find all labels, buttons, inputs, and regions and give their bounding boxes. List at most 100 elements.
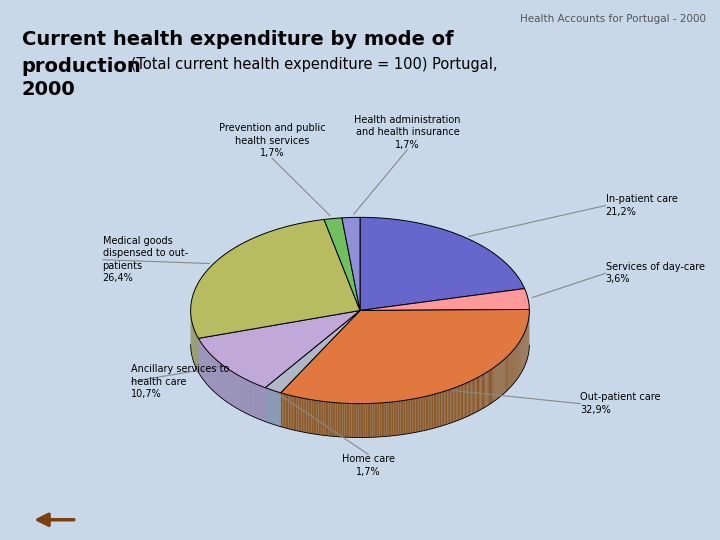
Polygon shape xyxy=(467,382,469,416)
Polygon shape xyxy=(332,402,334,436)
Text: Home care
1,7%: Home care 1,7% xyxy=(342,455,395,477)
Polygon shape xyxy=(458,386,459,421)
Text: 2000: 2000 xyxy=(22,80,76,99)
Polygon shape xyxy=(297,397,298,431)
Polygon shape xyxy=(449,389,451,424)
Polygon shape xyxy=(341,403,343,437)
Polygon shape xyxy=(303,399,305,433)
Polygon shape xyxy=(444,391,446,425)
Polygon shape xyxy=(342,217,360,310)
Polygon shape xyxy=(500,362,502,396)
Polygon shape xyxy=(392,402,393,436)
Polygon shape xyxy=(318,401,320,435)
Polygon shape xyxy=(191,219,360,339)
Polygon shape xyxy=(320,401,322,435)
Polygon shape xyxy=(399,401,400,435)
Polygon shape xyxy=(483,374,484,408)
Polygon shape xyxy=(344,403,346,437)
Polygon shape xyxy=(310,400,312,434)
Polygon shape xyxy=(379,403,382,437)
Polygon shape xyxy=(407,400,409,434)
Polygon shape xyxy=(455,387,456,422)
Polygon shape xyxy=(338,403,339,437)
Polygon shape xyxy=(506,357,507,392)
Polygon shape xyxy=(265,310,360,393)
Polygon shape xyxy=(355,403,356,437)
Polygon shape xyxy=(417,398,419,432)
Polygon shape xyxy=(289,395,290,429)
Polygon shape xyxy=(312,400,313,434)
Text: Services of day-care
3,6%: Services of day-care 3,6% xyxy=(606,262,705,285)
Polygon shape xyxy=(487,371,489,406)
Polygon shape xyxy=(419,397,420,431)
Polygon shape xyxy=(374,403,376,437)
Polygon shape xyxy=(305,399,307,433)
Polygon shape xyxy=(498,363,500,398)
Polygon shape xyxy=(510,353,511,387)
Polygon shape xyxy=(472,380,473,415)
Text: Health Accounts for Portugal - 2000: Health Accounts for Portugal - 2000 xyxy=(520,14,706,24)
Polygon shape xyxy=(388,402,390,436)
Polygon shape xyxy=(360,288,529,310)
Polygon shape xyxy=(446,390,447,424)
Polygon shape xyxy=(313,400,315,434)
Polygon shape xyxy=(451,389,452,423)
Text: Ancillary services to
health care
10,7%: Ancillary services to health care 10,7% xyxy=(131,364,230,399)
Text: Current health expenditure by mode of: Current health expenditure by mode of xyxy=(22,30,453,49)
Polygon shape xyxy=(354,403,355,437)
Polygon shape xyxy=(282,393,284,428)
Polygon shape xyxy=(404,400,405,434)
Polygon shape xyxy=(480,375,482,410)
Polygon shape xyxy=(323,401,325,436)
Polygon shape xyxy=(387,402,388,436)
Polygon shape xyxy=(440,392,441,427)
Polygon shape xyxy=(378,403,379,437)
Polygon shape xyxy=(362,403,364,437)
Polygon shape xyxy=(414,399,415,433)
Polygon shape xyxy=(482,375,483,409)
Polygon shape xyxy=(364,403,366,437)
Polygon shape xyxy=(433,394,435,428)
Polygon shape xyxy=(293,396,295,430)
Polygon shape xyxy=(343,403,344,437)
Polygon shape xyxy=(415,398,417,433)
Polygon shape xyxy=(474,379,475,413)
Polygon shape xyxy=(466,382,467,417)
Polygon shape xyxy=(461,385,462,420)
Polygon shape xyxy=(348,403,350,437)
Polygon shape xyxy=(456,387,458,421)
Polygon shape xyxy=(285,394,287,428)
Polygon shape xyxy=(383,403,384,437)
Polygon shape xyxy=(393,402,395,436)
Text: Medical goods
dispensed to out-
patients
26,4%: Medical goods dispensed to out- patients… xyxy=(102,236,188,284)
Polygon shape xyxy=(369,403,371,437)
Polygon shape xyxy=(436,393,438,428)
Polygon shape xyxy=(290,395,292,430)
Polygon shape xyxy=(511,352,512,386)
Polygon shape xyxy=(307,399,308,433)
Polygon shape xyxy=(504,359,505,393)
Polygon shape xyxy=(376,403,378,437)
Polygon shape xyxy=(464,383,466,417)
Polygon shape xyxy=(308,399,310,434)
Polygon shape xyxy=(441,392,443,426)
Polygon shape xyxy=(438,393,440,427)
Polygon shape xyxy=(512,350,513,386)
Polygon shape xyxy=(317,401,318,435)
Text: Prevention and public
health services
1,7%: Prevention and public health services 1,… xyxy=(219,123,325,158)
Polygon shape xyxy=(469,381,470,416)
Polygon shape xyxy=(302,398,303,432)
Polygon shape xyxy=(287,395,289,429)
Text: (Total current health expenditure = 100) Portugal,: (Total current health expenditure = 100)… xyxy=(126,57,498,72)
Polygon shape xyxy=(334,402,336,436)
Polygon shape xyxy=(400,401,402,435)
Polygon shape xyxy=(431,395,432,429)
Polygon shape xyxy=(426,396,427,430)
Polygon shape xyxy=(420,397,422,431)
Text: In-patient care
21,2%: In-patient care 21,2% xyxy=(606,194,678,217)
Polygon shape xyxy=(454,388,455,422)
Polygon shape xyxy=(295,396,297,431)
Polygon shape xyxy=(315,400,317,434)
Polygon shape xyxy=(435,394,436,428)
Polygon shape xyxy=(395,401,397,435)
